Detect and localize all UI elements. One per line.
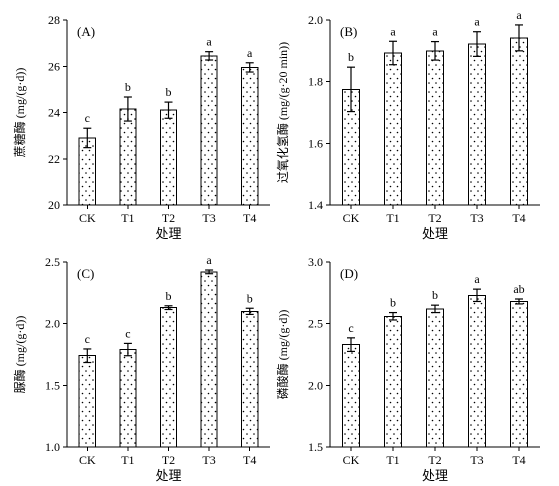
y-tick-label: 20 (48, 198, 60, 212)
significance-letter: c (125, 326, 130, 340)
y-tick-label: 2.0 (308, 378, 323, 392)
x-tick-label: CK (343, 453, 360, 467)
x-tick-label: T3 (470, 211, 483, 225)
significance-letter: b (247, 291, 253, 305)
x-tick-label: T4 (512, 211, 525, 225)
significance-letter: a (247, 46, 253, 60)
bar (78, 355, 96, 448)
y-tick-label: 1.5 (308, 440, 323, 454)
x-tick-label: T3 (470, 453, 483, 467)
significance-letter: b (390, 296, 396, 310)
significance-letter: a (206, 35, 212, 49)
x-axis-title: 处理 (422, 226, 448, 241)
y-tick-label: 2.5 (45, 255, 60, 269)
significance-letter: b (432, 288, 438, 302)
x-tick-label: T1 (386, 211, 399, 225)
bar (510, 300, 528, 448)
x-tick-label: T1 (121, 453, 134, 467)
significance-letter: c (348, 321, 353, 335)
bar (241, 310, 259, 448)
bar (241, 66, 259, 206)
significance-letter: a (474, 272, 480, 286)
x-axis-title: 处理 (155, 226, 181, 241)
x-tick-label: CK (343, 211, 360, 225)
x-axis-title: 处理 (155, 468, 181, 483)
x-tick-label: T2 (428, 453, 441, 467)
x-tick-label: CK (79, 453, 96, 467)
y-tick-label: 2.0 (45, 317, 60, 331)
y-tick-label: 22 (48, 152, 60, 166)
bar (200, 271, 218, 448)
y-tick-label: 2.0 (308, 13, 323, 27)
x-tick-label: T4 (243, 453, 256, 467)
x-tick-label: T4 (512, 453, 525, 467)
x-axis-title: 处理 (422, 468, 448, 483)
bar (119, 108, 137, 206)
y-tick-label: 2.5 (308, 317, 323, 331)
bar (426, 50, 444, 206)
x-tick-label: T2 (428, 211, 441, 225)
bar (200, 55, 218, 206)
bar (384, 315, 402, 448)
significance-letter: b (166, 85, 172, 99)
x-tick-label: T2 (162, 453, 175, 467)
y-axis-title: 脲酶 (mg/(g·d)) (12, 316, 27, 394)
panel-label: (C) (77, 266, 94, 281)
y-tick-label: 1.4 (308, 198, 323, 212)
x-tick-label: T4 (243, 211, 256, 225)
significance-letter: a (206, 253, 212, 267)
panel-label: (A) (77, 24, 95, 39)
bar (159, 307, 178, 448)
significance-letter: c (85, 332, 90, 346)
x-tick-label: T3 (202, 453, 215, 467)
x-tick-label: T2 (162, 211, 175, 225)
y-tick-label: 24 (48, 106, 60, 120)
y-tick-label: 1.8 (308, 75, 323, 89)
chart-panel-2: 1.4 1.6 1.8 2.0 b CK a T1 a T2 a T3 a T4 (B) 处理 过氧化氢酶 (m… (275, 8, 540, 241)
x-tick-label: T1 (386, 453, 399, 467)
bar (468, 294, 486, 448)
significance-letter: a (516, 8, 522, 22)
y-tick-label: 28 (48, 13, 60, 27)
bar (119, 349, 137, 448)
significance-letter: a (432, 25, 438, 39)
bar (426, 308, 444, 448)
panel-label: (D) (340, 266, 358, 281)
y-tick-label: 1.0 (45, 440, 60, 454)
significance-letter: b (348, 50, 354, 64)
y-tick-label: 26 (48, 59, 60, 73)
significance-letter: b (166, 289, 172, 303)
y-tick-label: 1.5 (45, 378, 60, 392)
chart-panel-4: 1.5 2.0 2.5 3.0 c CK b T1 b T2 a T3 ab T4 (D) 处理 磷酸酶 (mg… (275, 255, 540, 483)
significance-letter: c (85, 111, 90, 125)
chart-panel-1: 20 22 24 26 28 c CK b T1 b T2 a T3 a T4 (A) 处理 蔗糖酶 (mg/(g… (12, 13, 270, 241)
chart-panel-3: 1.0 1.5 2.0 2.5 c CK c T1 b T2 a T3 b T4 (C) 处理 脲酶 (mg/(… (12, 253, 270, 483)
x-tick-label: T1 (121, 211, 134, 225)
y-tick-label: 3.0 (308, 255, 323, 269)
y-axis-title: 磷酸酶 (mg/(g·d)) (275, 310, 290, 400)
panel-label: (B) (340, 24, 357, 39)
y-axis-title: 蔗糖酶 (mg/(g·d)) (12, 68, 27, 158)
bar (510, 37, 528, 206)
y-tick-label: 1.6 (308, 136, 323, 150)
x-tick-label: T3 (202, 211, 215, 225)
bar (468, 43, 486, 206)
y-axis-title: 过氧化氢酶 (mg/(g·20 min)) (275, 42, 290, 183)
bar (159, 109, 178, 206)
bar (342, 344, 360, 448)
significance-letter: ab (513, 282, 524, 296)
significance-letter: b (125, 80, 131, 94)
x-tick-label: CK (79, 211, 96, 225)
significance-letter: a (474, 15, 480, 29)
bar (384, 52, 402, 206)
significance-letter: a (390, 24, 396, 38)
